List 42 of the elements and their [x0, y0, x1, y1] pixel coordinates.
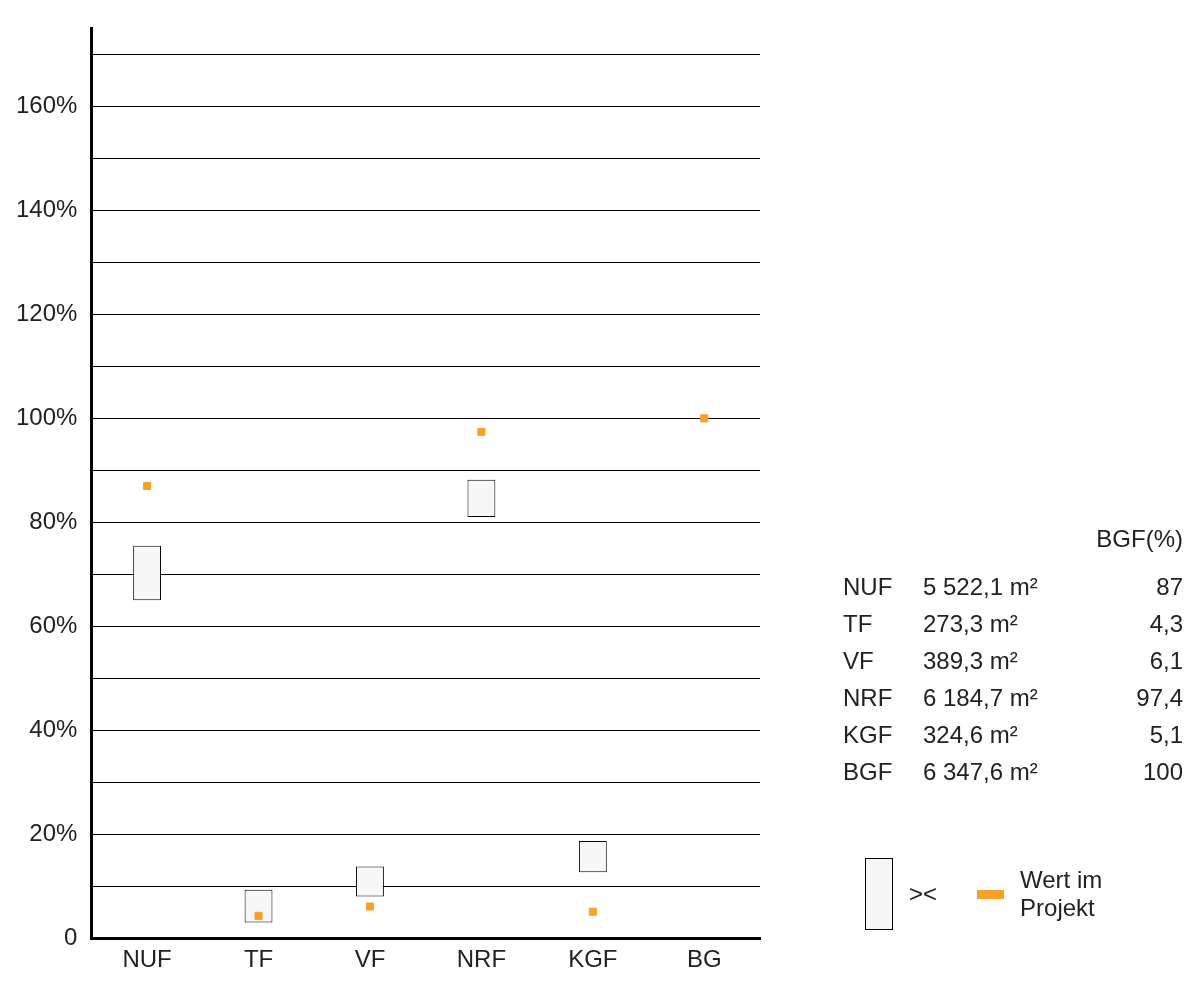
text: NRF	[843, 684, 894, 713]
text: 273,3 m²	[923, 610, 1019, 639]
text: BGF	[843, 758, 894, 787]
x-tick-label: TF	[243, 945, 274, 973]
legend-label: Wert im Projekt	[1020, 866, 1104, 922]
point	[143, 481, 152, 490]
text: NUF	[843, 573, 894, 602]
y-tick-label: 160%	[15, 91, 78, 119]
y-tick-label: 0	[64, 922, 78, 950]
point	[254, 911, 263, 920]
y-tick-label: 80%	[29, 506, 78, 534]
y-tick-label: 20%	[29, 818, 78, 846]
text: TF	[843, 610, 874, 639]
y-tick-label: 100%	[15, 402, 78, 430]
x-tick-label: NUF	[122, 945, 172, 973]
text: 100	[1141, 758, 1183, 787]
text: 87	[1155, 573, 1183, 602]
text: 4,3	[1148, 610, 1183, 639]
text: 6 184,7 m²	[923, 684, 1039, 713]
text: ><	[909, 880, 938, 908]
x-tick-label: KGF	[568, 945, 618, 973]
point	[588, 907, 597, 916]
y-tick-label: 140%	[15, 194, 78, 222]
point	[700, 414, 709, 423]
text: 5 522,1 m²	[923, 573, 1039, 602]
text: 97,4	[1135, 684, 1183, 713]
text: KGF	[843, 721, 894, 750]
text: 324,6 m²	[923, 721, 1019, 750]
text: 5,1	[1148, 721, 1183, 750]
text: 6,1	[1148, 647, 1183, 676]
y-tick-label: 120%	[15, 298, 78, 326]
x-tick-label: NRF	[456, 945, 507, 973]
text: BGF(%)	[1095, 525, 1183, 553]
point	[477, 427, 486, 436]
text: 6 347,6 m²	[923, 758, 1039, 787]
y-tick-label: 40%	[29, 714, 78, 742]
x-tick-label: VF	[354, 945, 386, 973]
point	[365, 902, 375, 911]
text: VF	[843, 647, 875, 676]
y-tick-label: 60%	[29, 610, 78, 638]
x-tick-label: BG	[686, 945, 722, 973]
text: 389,3 m²	[923, 647, 1019, 676]
